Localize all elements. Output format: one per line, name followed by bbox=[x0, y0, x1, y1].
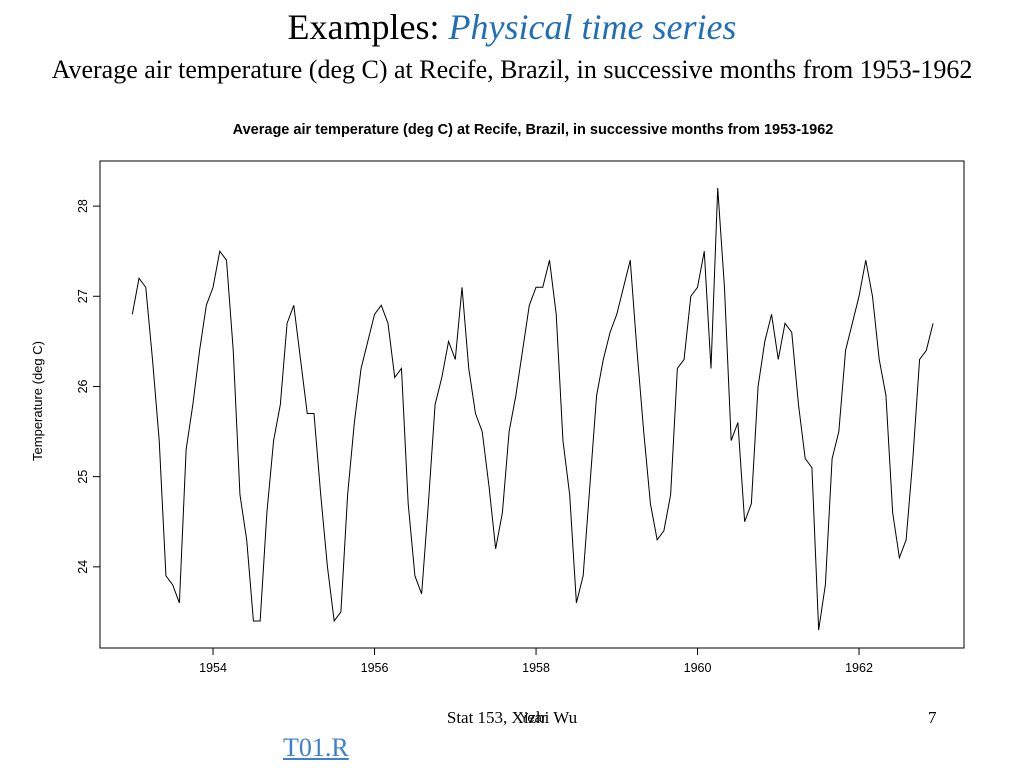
x-tick-label-1954: 1954 bbox=[199, 661, 227, 675]
x-tick-label-1956: 1956 bbox=[361, 661, 389, 675]
y-tick-label-25: 25 bbox=[76, 470, 90, 484]
y-axis: 24 25 26 27 28 bbox=[76, 199, 100, 574]
slide-title-accent: Physical time series bbox=[448, 7, 737, 47]
x-tick-label-1962: 1962 bbox=[845, 661, 873, 675]
x-axis-label: Year bbox=[520, 710, 547, 725]
y-axis-label: Temperature (deg C) bbox=[30, 341, 45, 461]
series-line-temperature bbox=[131, 188, 934, 631]
x-axis: 1954 1956 1958 1960 1962 bbox=[199, 648, 873, 675]
footer-course-author: Stat 153, Xizhi Wu bbox=[446, 708, 578, 727]
page-number: 7 bbox=[928, 708, 937, 727]
slide-subtitle: Average air temperature (deg C) at Recif… bbox=[51, 55, 973, 84]
slide-title-plain: Examples: bbox=[287, 7, 449, 47]
y-tick-label-28: 28 bbox=[76, 199, 90, 213]
x-tick-label-1958: 1958 bbox=[522, 661, 550, 675]
y-tick-label-26: 26 bbox=[76, 379, 90, 393]
plot-box bbox=[99, 160, 965, 649]
temperature-line-chart: Average air temperature (deg C) at Recif… bbox=[30, 122, 965, 725]
x-tick-label-1960: 1960 bbox=[684, 661, 712, 675]
y-tick-label-27: 27 bbox=[76, 289, 90, 303]
t01r-script-link[interactable]: T01.R bbox=[283, 733, 349, 762]
slide-title: Examples: Physical time series bbox=[0, 6, 1024, 48]
chart-title: Average air temperature (deg C) at Recif… bbox=[233, 122, 834, 138]
y-tick-label-24: 24 bbox=[76, 560, 90, 574]
